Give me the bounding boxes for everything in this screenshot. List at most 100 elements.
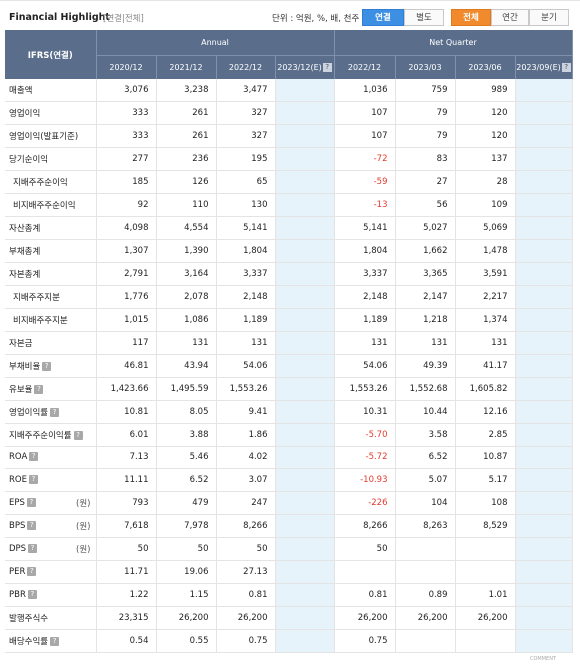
row-label-cell: 지배주주지분	[5, 285, 97, 309]
row-label: 자산총계	[9, 224, 41, 235]
table-cell: 11.11	[96, 468, 157, 493]
separate-button[interactable]: 별도	[404, 9, 444, 26]
table-cell: 1,605.82	[455, 377, 516, 401]
table-cell: 479	[156, 491, 217, 516]
row-label-cell: 매출액	[5, 79, 97, 103]
help-icon[interactable]: ?	[322, 62, 332, 72]
table-cell: 1,776	[96, 285, 157, 309]
table-cell	[275, 262, 335, 286]
help-icon[interactable]: ?	[28, 544, 38, 554]
quarter-button[interactable]: 분기	[529, 9, 569, 26]
row-label: 영업이익률	[9, 407, 49, 418]
row-label-cell: PER?	[5, 560, 97, 585]
table-cell: 5.17	[455, 468, 516, 493]
table-cell: 2,147	[395, 285, 456, 309]
won-unit-label: (원)	[76, 522, 91, 533]
table-cell: 2,148	[216, 285, 276, 309]
table-cell	[275, 446, 335, 470]
won-unit-label: (원)	[76, 499, 91, 510]
table-row: 매출액 3,076 3,238 3,477 1,036 759 989	[5, 79, 573, 103]
help-icon[interactable]: ?	[28, 475, 38, 485]
table-row: 영업이익률? 10.81 8.05 9.41 10.31 10.44 12.16	[5, 400, 573, 424]
table-row: 유보율? 1,423.66 1,495.59 1,553.26 1,553.26 1,55…	[5, 377, 573, 401]
table-cell: 131	[216, 331, 276, 355]
table-cell: 117	[96, 331, 157, 355]
table-row: 지배주주순이익률? 6.01 3.88 1.86 -5.70 3.58 2.85	[5, 423, 573, 447]
table-cell: 10.81	[96, 400, 157, 424]
help-icon[interactable]: ?	[27, 590, 37, 600]
row-label: 자본총계	[9, 269, 41, 280]
help-icon[interactable]: ?	[73, 430, 83, 440]
table-cell: 8,266	[216, 514, 276, 539]
help-icon[interactable]: ?	[50, 407, 60, 417]
table-cell	[275, 239, 335, 263]
table-cell: 79	[395, 101, 456, 126]
table-cell: 6.01	[96, 423, 157, 447]
period-header: 2023/03	[395, 54, 456, 79]
row-label-cell: 영업이익(발표기준)	[5, 124, 97, 149]
table-cell: 989	[455, 79, 516, 103]
table-cell: 92	[96, 193, 157, 218]
annual-button[interactable]: 연간	[491, 9, 529, 26]
table-cell: 126	[156, 170, 217, 195]
row-label-cell: DPS? (원)	[5, 537, 97, 562]
period-label: 2020/12	[109, 62, 143, 72]
row-label: PBR	[9, 590, 26, 601]
won-unit-label: (원)	[76, 545, 91, 556]
table-cell: 327	[216, 124, 276, 149]
table-cell: 108	[455, 491, 516, 516]
table-cell	[515, 262, 573, 286]
all-periods-button[interactable]: 전체	[451, 9, 491, 26]
help-icon[interactable]: ?	[26, 498, 36, 508]
table-cell	[275, 124, 335, 149]
table-cell: 5,027	[395, 216, 456, 241]
help-icon[interactable]: ?	[561, 62, 571, 72]
period-header: 2022/12	[334, 54, 396, 79]
table-row: 발행주식수 23,315 26,200 26,200 26,200 26,200 26,20…	[5, 606, 573, 630]
financial-highlight-table: IFRS(연결) Annual Net Quarter 2020/12 2021/…	[5, 30, 573, 653]
table-cell: 1,553.26	[216, 377, 276, 401]
table-cell: 110	[156, 193, 217, 218]
help-icon[interactable]: ?	[42, 361, 52, 371]
table-cell: 0.81	[216, 583, 276, 608]
table-cell: 2.85	[455, 423, 516, 447]
table-cell: 1,307	[96, 239, 157, 263]
table-row: 지배주주지분 1,776 2,078 2,148 2,148 2,147 2,217	[5, 285, 573, 309]
help-icon[interactable]: ?	[50, 636, 60, 646]
help-icon[interactable]: ?	[27, 521, 37, 531]
row-label: 자본금	[9, 338, 33, 349]
table-cell: 65	[216, 170, 276, 195]
table-cell	[275, 285, 335, 309]
table-cell: 793	[96, 491, 157, 516]
row-label-cell: BPS? (원)	[5, 514, 97, 539]
table-cell: 1,015	[96, 308, 157, 332]
table-cell: 5,069	[455, 216, 516, 241]
table-cell: 54.06	[216, 354, 276, 378]
table-cell: 131	[156, 331, 217, 355]
row-label-cell: 영업이익률?	[5, 400, 97, 424]
table-cell: 130	[216, 193, 276, 218]
table-cell: 49.39	[395, 354, 456, 378]
help-icon[interactable]: ?	[34, 384, 44, 394]
help-icon[interactable]: ?	[27, 567, 37, 577]
table-cell: 5.46	[156, 446, 217, 470]
table-row: 영업이익 333 261 327 107 79 120	[5, 101, 573, 126]
table-cell: 0.75	[216, 629, 276, 653]
row-label-cell: 자본금	[5, 331, 97, 355]
table-cell: 50	[96, 537, 157, 562]
table-cell: 83	[395, 147, 456, 172]
table-cell: 1,662	[395, 239, 456, 263]
table-cell: 5,141	[334, 216, 396, 241]
period-label: 2022/12	[347, 62, 382, 72]
table-cell: 759	[395, 79, 456, 103]
table-row: ROA? 7.13 5.46 4.02 -5.72 6.52 10.87	[5, 446, 573, 470]
table-row: PBR? 1.22 1.15 0.81 0.81 0.89 1.01	[5, 583, 573, 608]
table-cell: 3,477	[216, 79, 276, 103]
table-cell	[275, 216, 335, 241]
consolidated-button[interactable]: 연결	[362, 9, 404, 26]
table-cell: 2,791	[96, 262, 157, 286]
table-cell	[275, 331, 335, 355]
help-icon[interactable]: ?	[29, 452, 39, 462]
table-cell	[515, 446, 573, 470]
table-row: BPS? (원) 7,618 7,978 8,266 8,266 8,263 8,529	[5, 514, 573, 539]
